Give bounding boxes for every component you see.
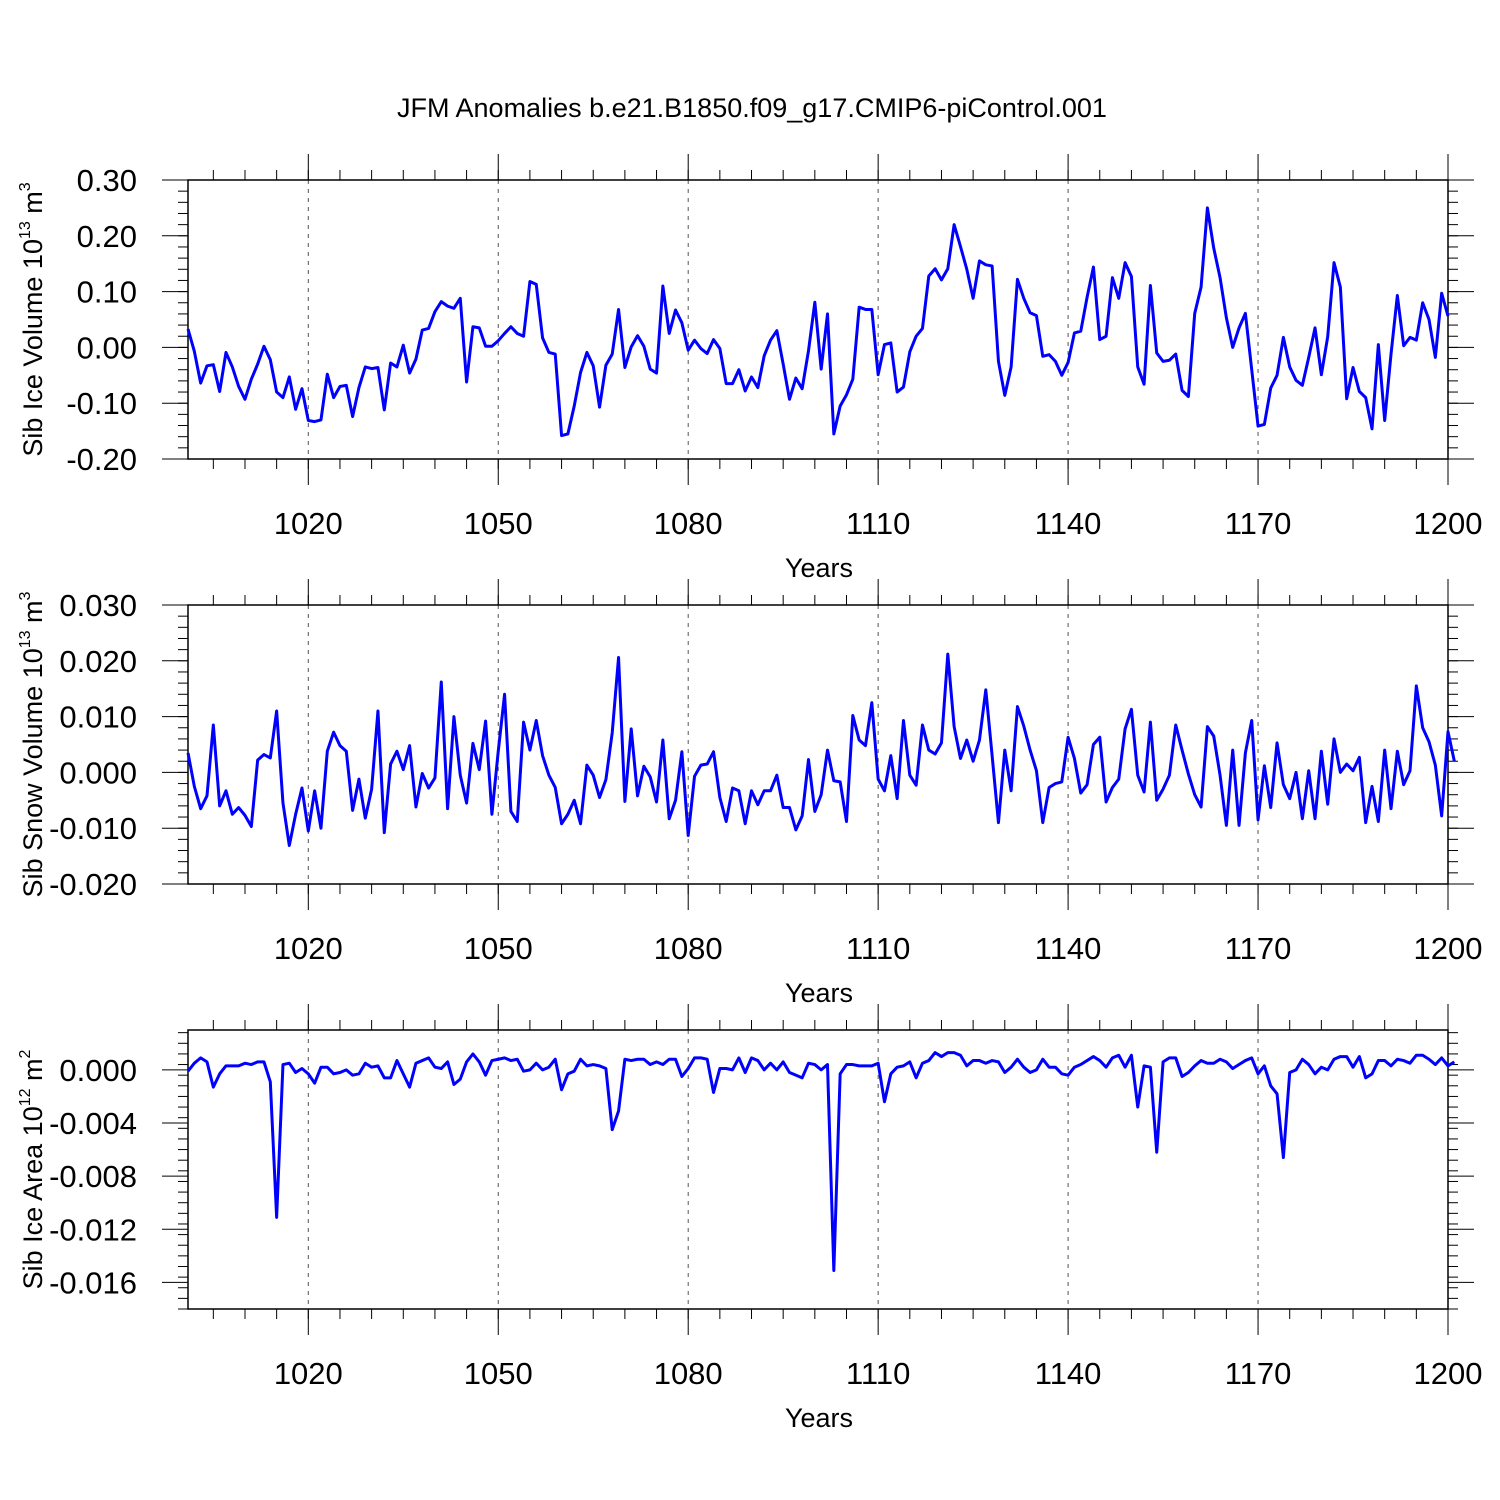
x-axis-label: Years — [785, 553, 853, 583]
y-tick-label: -0.012 — [49, 1212, 137, 1247]
x-tick-label: 1170 — [1225, 931, 1292, 966]
x-tick-label: 1050 — [464, 506, 533, 541]
panel-ice-area: 1020 1050 1080 1110 1140 1170 1200 -0.016 -0.012… — [17, 1004, 1482, 1433]
panel-ice-volume: 1020 1050 1080 1110 1140 1170 1200 -0.20 -0.10 0.… — [17, 154, 1482, 583]
series-line — [186, 206, 1450, 438]
x-axis-label: Years — [785, 1403, 853, 1433]
y-tick-label: 0.20 — [77, 219, 137, 254]
x-tick-label: 1050 — [464, 931, 533, 966]
x-tick-label: 1140 — [1035, 931, 1102, 966]
x-tick-label: 1080 — [654, 931, 723, 966]
chart-title: JFM Anomalies b.e21.B1850.f09_g17.CMIP6-… — [397, 93, 1107, 123]
y-tick-label: 0.010 — [59, 700, 137, 735]
series-line — [186, 652, 1456, 847]
y-tick-label: 0.00 — [77, 330, 137, 365]
plot-frame — [187, 1029, 1449, 1310]
x-tick-label: 1020 — [274, 931, 343, 966]
x-axis-label: Years — [785, 978, 853, 1008]
x-tick-label: 1110 — [846, 506, 910, 541]
y-tick-label: 0.10 — [77, 275, 137, 310]
y-tick-label: -0.008 — [49, 1159, 137, 1194]
x-tick-label: 1020 — [274, 506, 343, 541]
y-tick-label: -0.10 — [66, 386, 137, 421]
x-tick-label: 1170 — [1225, 506, 1292, 541]
y-tick-label: -0.004 — [49, 1106, 137, 1141]
x-tick-label: 1080 — [654, 506, 723, 541]
y-tick-label: 0.000 — [59, 755, 137, 790]
x-tick-label: 1050 — [464, 1356, 533, 1391]
x-tick-label: 1080 — [654, 1356, 723, 1391]
x-tick-label: 1140 — [1035, 506, 1102, 541]
y-tick-label: 0.030 — [59, 588, 137, 623]
x-tick-label: 1170 — [1225, 1356, 1292, 1391]
series-line — [186, 1051, 1456, 1272]
y-tick-label: -0.020 — [49, 867, 137, 902]
y-tick-label: -0.010 — [49, 811, 137, 846]
x-tick-label: 1110 — [846, 931, 910, 966]
y-tick-label: 0.30 — [77, 163, 137, 198]
y-tick-label: 0.020 — [59, 644, 137, 679]
x-tick-label: 1200 — [1414, 506, 1483, 541]
y-axis-label: Sib Snow Volume 1013 m3 — [17, 591, 48, 897]
plot-frame — [187, 604, 1449, 885]
y-tick-label: -0.016 — [49, 1265, 137, 1300]
plot-frame — [187, 179, 1449, 460]
x-tick-label: 1110 — [846, 1356, 910, 1391]
y-tick-label: -0.20 — [66, 442, 137, 477]
x-tick-label: 1200 — [1414, 931, 1483, 966]
y-tick-label: 0.000 — [59, 1053, 137, 1088]
x-tick-label: 1200 — [1414, 1356, 1483, 1391]
x-tick-label: 1140 — [1035, 1356, 1102, 1391]
panel-snow-volume: 1020 1050 1080 1110 1140 1170 1200 -0.020 -0.010… — [17, 579, 1482, 1008]
x-tick-label: 1020 — [274, 1356, 343, 1391]
y-axis-label: Sib Ice Volume 1013 m3 — [17, 182, 48, 456]
y-axis-label: Sib Ice Area 1012 m2 — [17, 1049, 48, 1289]
